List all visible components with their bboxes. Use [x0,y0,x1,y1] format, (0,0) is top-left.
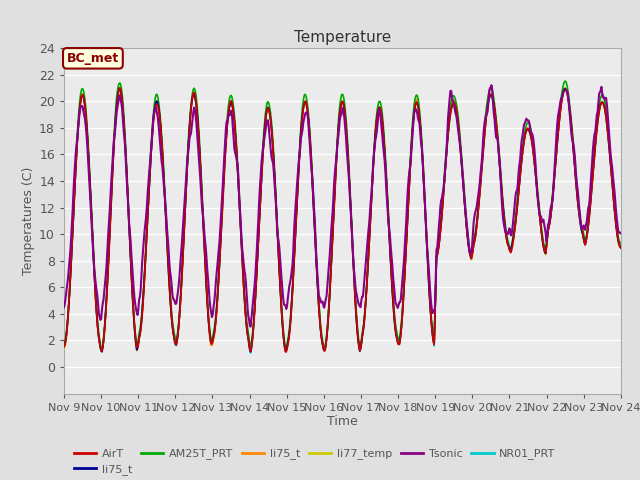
X-axis label: Time: Time [327,415,358,429]
li77_temp [561,85,569,91]
li75_t [60,343,68,349]
NR01_PRT [428,316,435,322]
Tsonic [60,304,68,310]
AM25T_PRT [98,346,106,352]
AirT [60,344,68,350]
Y-axis label: Temperatures (C): Temperatures (C) [22,167,35,275]
AM25T_PRT [428,312,435,317]
li75_t [60,344,68,349]
AM25T_PRT [411,97,419,103]
li75_t [70,198,78,204]
li77_temp [214,287,222,292]
AirT [617,245,625,251]
AirT [70,201,78,206]
AirT [185,139,193,145]
li75_t [70,199,78,204]
Tsonic [70,177,78,182]
li75_t [282,348,290,354]
Line: li75_t: li75_t [64,88,621,352]
li75_t [115,85,123,91]
Line: NR01_PRT: NR01_PRT [64,89,621,353]
li75_t [185,135,193,141]
AM25T_PRT [561,78,569,84]
AM25T_PRT [60,340,68,346]
NR01_PRT [127,272,135,278]
li77_temp [60,345,68,351]
AM25T_PRT [214,282,222,288]
AirT [412,101,419,107]
li77_temp [128,286,136,291]
li75_t [428,325,436,331]
Legend: AirT, li75_t, AM25T_PRT, li75_t, li77_temp, Tsonic, NR01_PRT: AirT, li75_t, AM25T_PRT, li75_t, li77_te… [70,444,560,480]
Line: AirT: AirT [64,88,621,352]
NR01_PRT [70,200,78,205]
Tsonic [214,263,221,269]
li77_temp [617,244,625,250]
NR01_PRT [411,104,419,110]
li75_t [412,97,419,103]
Tsonic [428,300,435,306]
Tsonic [127,252,135,257]
li75_t [116,85,124,91]
AM25T_PRT [185,132,193,137]
li75_t [214,285,222,291]
AirT [116,85,124,91]
li75_t [185,137,193,143]
li75_t [128,288,136,294]
li75_t [247,349,255,355]
NR01_PRT [214,297,221,303]
AirT [214,286,222,292]
li77_temp [411,105,419,111]
NR01_PRT [617,244,625,250]
li75_t [412,102,419,108]
NR01_PRT [247,350,255,356]
AM25T_PRT [617,240,625,246]
NR01_PRT [60,343,68,348]
li75_t [617,244,625,250]
Line: Tsonic: Tsonic [64,85,621,326]
NR01_PRT [184,148,192,154]
li77_temp [98,349,106,355]
AirT [428,325,436,331]
AirT [282,349,290,355]
Text: BC_met: BC_met [67,52,119,65]
AM25T_PRT [70,194,78,200]
li77_temp [185,137,193,143]
Tsonic [184,153,192,158]
li75_t [428,324,436,330]
AirT [128,285,136,290]
li75_t [214,285,222,290]
Tsonic [247,324,255,329]
li75_t [128,288,136,294]
Tsonic [411,108,419,113]
Tsonic [617,230,625,236]
li77_temp [428,315,435,321]
Tsonic [488,83,495,88]
li77_temp [70,200,78,206]
NR01_PRT [561,86,569,92]
Line: li75_t: li75_t [64,88,621,351]
Title: Temperature: Temperature [294,30,391,46]
li75_t [617,245,625,251]
Line: AM25T_PRT: AM25T_PRT [64,81,621,349]
AM25T_PRT [128,282,136,288]
Line: li77_temp: li77_temp [64,88,621,352]
